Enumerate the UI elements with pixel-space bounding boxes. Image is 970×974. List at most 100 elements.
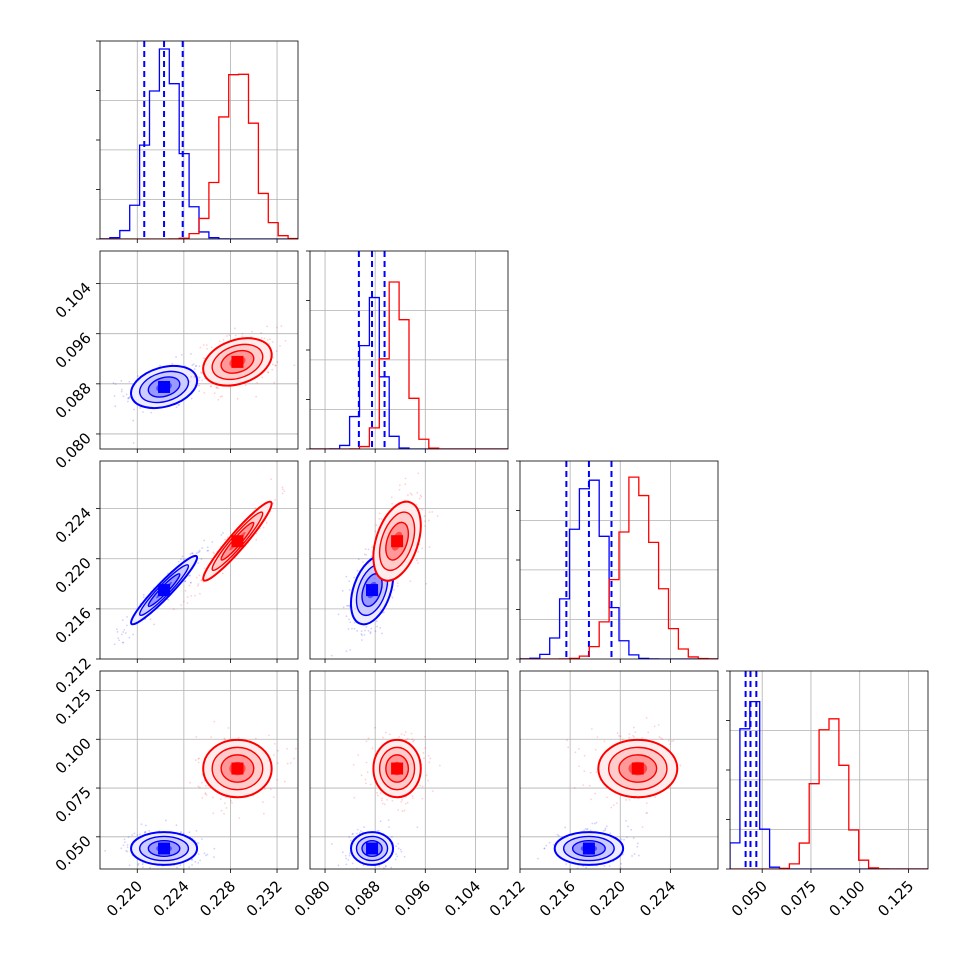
- scatter-point: [180, 830, 182, 833]
- scatter-point: [348, 618, 350, 621]
- x-tick-label: 0.220: [103, 877, 146, 920]
- scatter-point: [557, 834, 560, 837]
- density-peak: [631, 762, 644, 775]
- scatter-point: [376, 625, 378, 628]
- scatter-point: [403, 855, 406, 858]
- scatter-point: [367, 629, 370, 632]
- scatter-point: [345, 575, 348, 578]
- scatter-point: [401, 798, 404, 801]
- scatter-point: [112, 382, 115, 384]
- scatter-point: [628, 798, 631, 801]
- scatter-point: [203, 852, 206, 855]
- density-peak: [391, 535, 404, 548]
- scatter-point: [179, 558, 182, 561]
- scatter-point: [254, 507, 257, 510]
- scatter-point: [543, 847, 546, 850]
- scatter-point: [128, 864, 131, 867]
- scatter-point: [620, 862, 623, 865]
- scatter-point: [228, 334, 231, 337]
- scatter-point: [595, 821, 598, 824]
- scatter-point: [202, 357, 205, 360]
- scatter-point: [602, 829, 605, 832]
- scatter-point: [427, 779, 429, 782]
- scatter-point: [368, 590, 371, 593]
- scatter-point: [585, 828, 588, 831]
- scatter-point: [438, 764, 441, 767]
- scatter-point: [330, 843, 333, 845]
- scatter-point: [364, 778, 367, 781]
- density-peak: [231, 762, 244, 775]
- scatter-point: [198, 549, 201, 552]
- scatter-point: [398, 484, 401, 487]
- scatter-point: [213, 392, 216, 394]
- scatter-point: [226, 536, 229, 539]
- scatter-point: [424, 520, 426, 523]
- scatter-point: [396, 855, 399, 858]
- scatter-point: [379, 608, 382, 611]
- scatter-point: [603, 740, 606, 743]
- scatter-point: [345, 650, 348, 652]
- scatter-point: [181, 555, 184, 558]
- scatter-point: [277, 749, 279, 752]
- scatter-point: [585, 866, 588, 869]
- x-tick-label: 0.088: [341, 877, 384, 920]
- scatter-point: [256, 381, 259, 384]
- scatter-point: [347, 858, 350, 861]
- scatter-point: [605, 825, 608, 828]
- scatter-point: [618, 735, 620, 737]
- y-tick-label: 0.075: [52, 783, 95, 826]
- scatter-point: [270, 478, 273, 481]
- scatter-point: [633, 726, 635, 729]
- scatter-point: [254, 737, 257, 740]
- scatter-point: [237, 736, 240, 739]
- scatter-point: [177, 404, 180, 406]
- x-tick-label: 0.080: [291, 877, 334, 920]
- scatter-point: [360, 633, 363, 635]
- scatter-point: [195, 736, 198, 738]
- scatter-point: [293, 364, 296, 367]
- scatter-point: [195, 364, 197, 367]
- scatter-point: [149, 866, 151, 869]
- scatter-point: [589, 829, 592, 832]
- scatter-point: [176, 866, 178, 869]
- scatter-point: [591, 822, 594, 825]
- scatter-point: [265, 522, 268, 524]
- scatter-point: [641, 736, 644, 739]
- scatter-point: [590, 728, 593, 730]
- scatter-point: [412, 740, 415, 743]
- scatter-point: [223, 802, 226, 805]
- scatter-point: [378, 512, 381, 515]
- scatter-point: [238, 817, 241, 819]
- scatter-point: [425, 774, 428, 777]
- scatter-point: [427, 519, 430, 522]
- panel-2-1: [309, 460, 509, 660]
- scatter-point: [177, 560, 180, 563]
- panel-diagonal-0: [96, 40, 299, 240]
- scatter-point: [360, 634, 363, 637]
- scatter-point: [206, 853, 209, 856]
- scatter-point: [349, 839, 352, 842]
- scatter-point: [195, 365, 197, 368]
- scatter-point: [632, 837, 635, 840]
- scatter-point: [647, 731, 650, 734]
- x-tick-label: 0.216: [536, 877, 579, 920]
- scatter-point: [383, 867, 385, 869]
- scatter-point: [416, 826, 419, 829]
- scatter-point: [210, 385, 213, 388]
- scatter-point: [356, 832, 358, 835]
- scatter-point: [409, 580, 412, 583]
- scatter-point: [417, 472, 420, 475]
- scatter-point: [346, 604, 348, 607]
- scatter-point: [283, 780, 286, 783]
- scatter-point: [363, 826, 366, 829]
- scatter-point: [573, 786, 576, 789]
- scatter-group: [537, 716, 682, 869]
- scatter-point: [121, 619, 124, 622]
- scatter-point: [390, 866, 393, 869]
- scatter-point: [537, 857, 539, 860]
- x-tick-label: 0.075: [777, 877, 820, 920]
- density-peak: [366, 584, 379, 597]
- scatter-point: [352, 870, 354, 872]
- panel-3-2: [519, 670, 719, 870]
- scatter-point: [365, 761, 368, 764]
